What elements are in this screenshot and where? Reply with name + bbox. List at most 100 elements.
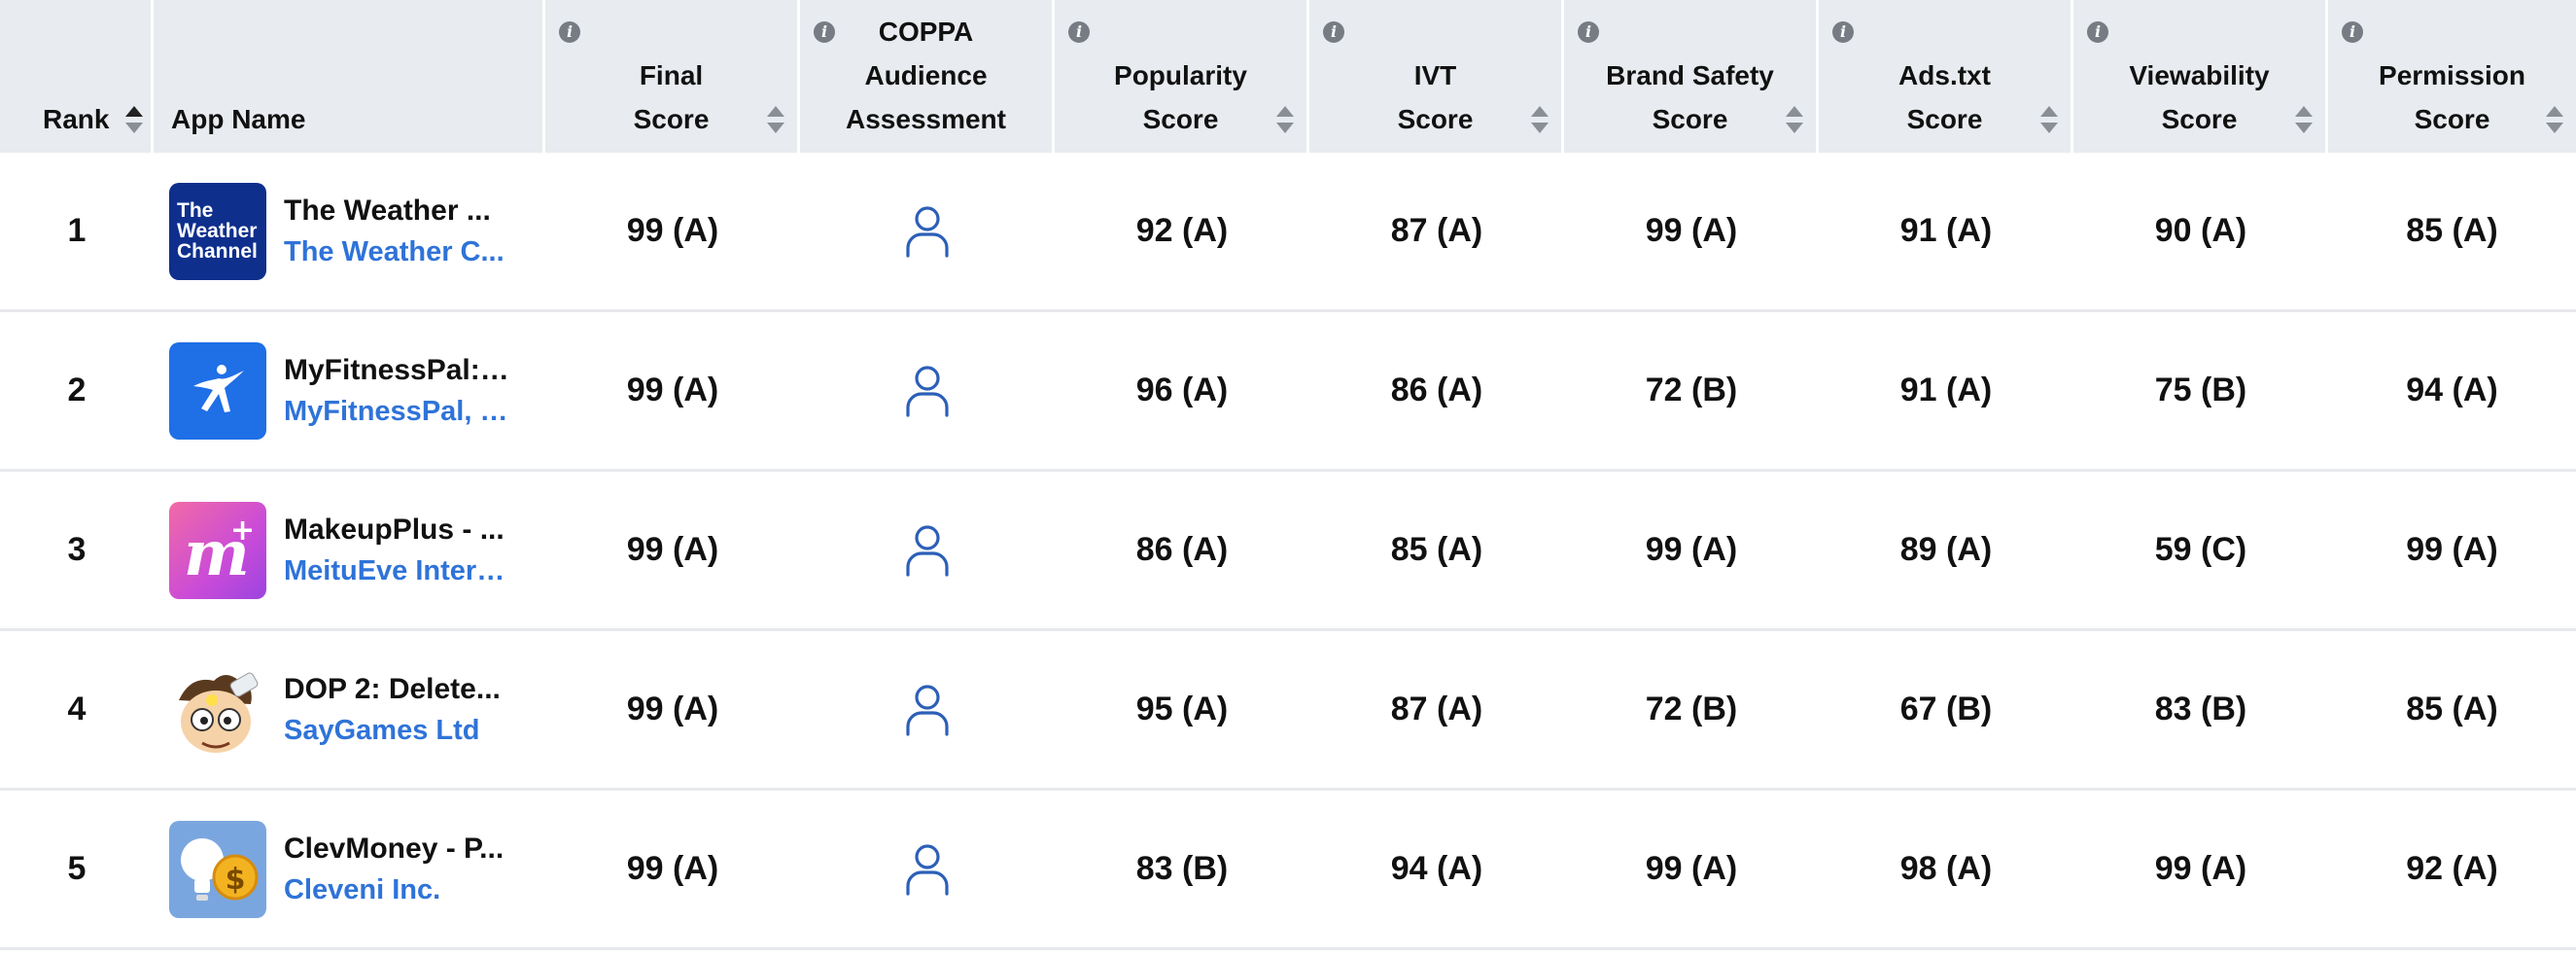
final-score-cell: 99 (A) [545,153,800,309]
info-icon[interactable]: i [1068,21,1090,43]
info-icon[interactable]: i [559,21,580,43]
coppa-cell [800,312,1055,469]
app-cell: DOP 2: Delete... SayGames Ltd [154,631,545,788]
viewability-score-value: 83 (B) [2154,691,2247,727]
header-viewability-line2: Score [2161,104,2238,134]
info-icon[interactable]: i [814,21,835,43]
rank-cell: 3 [0,472,154,628]
popularity-score-cell: 92 (A) [1055,153,1309,309]
permission-score-value: 85 (A) [2406,691,2498,727]
table-row[interactable]: 2 MyFitnessPal: ... MyFitnessPal, I... 9… [0,312,2576,472]
adstxt-score-value: 91 (A) [1899,372,1993,408]
svg-text:m: m [184,517,250,590]
popularity-score-value: 95 (A) [1135,691,1229,727]
ivt-score-cell: 87 (A) [1309,153,1564,309]
person-outline-icon[interactable] [903,364,952,418]
header-adstxt-score[interactable]: i Ads.txt Score [1819,0,2073,153]
viewability-score-value: 75 (B) [2154,372,2247,408]
table-row[interactable]: 3 m + MakeupPlus - ... MeituEve Intern...… [0,472,2576,631]
developer-link[interactable]: Cleveni Inc. [284,873,441,905]
weather-channel-logo[interactable]: The Weather Channel [169,182,266,280]
icon-text: The [177,199,214,222]
header-adstxt-line2: Score [1906,104,1983,134]
header-permission-score[interactable]: i Permission Score [2328,0,2576,153]
header-popularity-score[interactable]: i Popularity Score [1055,0,1309,153]
app-name-link[interactable]: DOP 2: Delete... [284,672,501,705]
viewability-score-cell: 90 (A) [2073,153,2328,309]
header-brand-safety-line2: Score [1652,104,1728,134]
person-outline-icon[interactable] [903,204,952,259]
clevmoney-logo[interactable]: $ [169,820,266,918]
header-app-name-label: App Name [171,104,306,134]
rank-cell: 1 [0,153,154,309]
app-cell: m + MakeupPlus - ... MeituEve Intern... [154,472,545,628]
permission-score-cell: 85 (A) [2328,153,2576,309]
developer-link[interactable]: SayGames Ltd [284,714,480,746]
app-cell: $ ClevMoney - P... Cleveni Inc. [154,791,545,947]
permission-score-cell: 92 (A) [2328,791,2576,947]
header-final-line1: Final [639,60,704,90]
viewability-score-cell: 83 (B) [2073,631,2328,788]
dop2-logo[interactable] [169,660,266,759]
info-icon[interactable]: i [1832,21,1854,43]
table-row[interactable]: 4 DOP 2: Delete... SayGames Ltd 99 (A) 9… [0,631,2576,791]
viewability-score-value: 59 (C) [2154,531,2247,568]
header-coppa: i COPPA Audience Assessment [800,0,1055,153]
info-icon[interactable]: i [1578,21,1599,43]
viewability-score-value: 90 (A) [2154,212,2247,249]
app-name-link[interactable]: MyFitnessPal: ... [284,353,509,386]
brand-safety-score-cell: 99 (A) [1564,791,1819,947]
info-icon[interactable]: i [2087,21,2108,43]
final-score-value: 99 (A) [626,372,719,408]
info-icon[interactable]: i [1323,21,1344,43]
popularity-score-cell: 86 (A) [1055,472,1309,628]
header-final-score[interactable]: i Final Score [545,0,800,153]
permission-score-cell: 99 (A) [2328,472,2576,628]
app-cell: The Weather Channel The Weather ... The We… [154,153,545,309]
makeupplus-logo[interactable]: m + [169,501,266,599]
final-score-value: 99 (A) [626,850,719,887]
header-viewability-score[interactable]: i Viewability Score [2073,0,2328,153]
rank-value: 5 [67,850,87,887]
header-rank[interactable]: Rank [0,0,154,153]
sort-icon[interactable] [2039,106,2059,133]
developer-link[interactable]: The Weather C... [284,235,505,267]
adstxt-score-value: 98 (A) [1899,850,1993,887]
developer-link[interactable]: MyFitnessPal, I... [284,395,509,427]
sort-icon[interactable] [2545,106,2564,133]
header-permission-line2: Score [2414,104,2490,134]
sort-icon[interactable] [124,106,144,133]
header-app-name: App Name [154,0,545,153]
info-icon[interactable]: i [2342,21,2363,43]
myfitnesspal-logo[interactable] [169,341,266,440]
header-ivt-score[interactable]: i IVT Score [1309,0,1564,153]
brand-safety-score-cell: 99 (A) [1564,472,1819,628]
person-outline-icon[interactable] [903,523,952,578]
app-name-link[interactable]: The Weather ... [284,194,491,227]
adstxt-score-cell: 91 (A) [1819,153,2073,309]
table-row[interactable]: 1 The Weather Channel The Weather ... The … [0,153,2576,312]
table-row[interactable]: 5 $ ClevMoney - P... Cleveni Inc. 99 (A)… [0,791,2576,950]
svg-text:$: $ [226,863,246,897]
final-score-cell: 99 (A) [545,312,800,469]
app-name-link[interactable]: MakeupPlus - ... [284,513,505,546]
person-outline-icon[interactable] [903,683,952,737]
sort-icon[interactable] [1530,106,1549,133]
app-name-link[interactable]: ClevMoney - P... [284,832,505,865]
sort-icon[interactable] [766,106,785,133]
brand-safety-score-value: 99 (A) [1645,531,1738,568]
developer-link[interactable]: MeituEve Intern... [284,554,509,586]
header-brand-safety-score[interactable]: i Brand Safety Score [1564,0,1819,153]
adstxt-score-cell: 91 (A) [1819,312,2073,469]
icon-text: Channel [177,240,258,263]
sort-icon[interactable] [2294,106,2314,133]
sort-icon[interactable] [1785,106,1804,133]
table-body: 1 The Weather Channel The Weather ... The … [0,153,2576,950]
adstxt-score-cell: 67 (B) [1819,631,2073,788]
final-score-value: 99 (A) [626,531,719,568]
sort-icon[interactable] [1275,106,1295,133]
permission-score-value: 99 (A) [2406,531,2498,568]
person-outline-icon[interactable] [903,842,952,897]
popularity-score-value: 96 (A) [1135,372,1229,408]
